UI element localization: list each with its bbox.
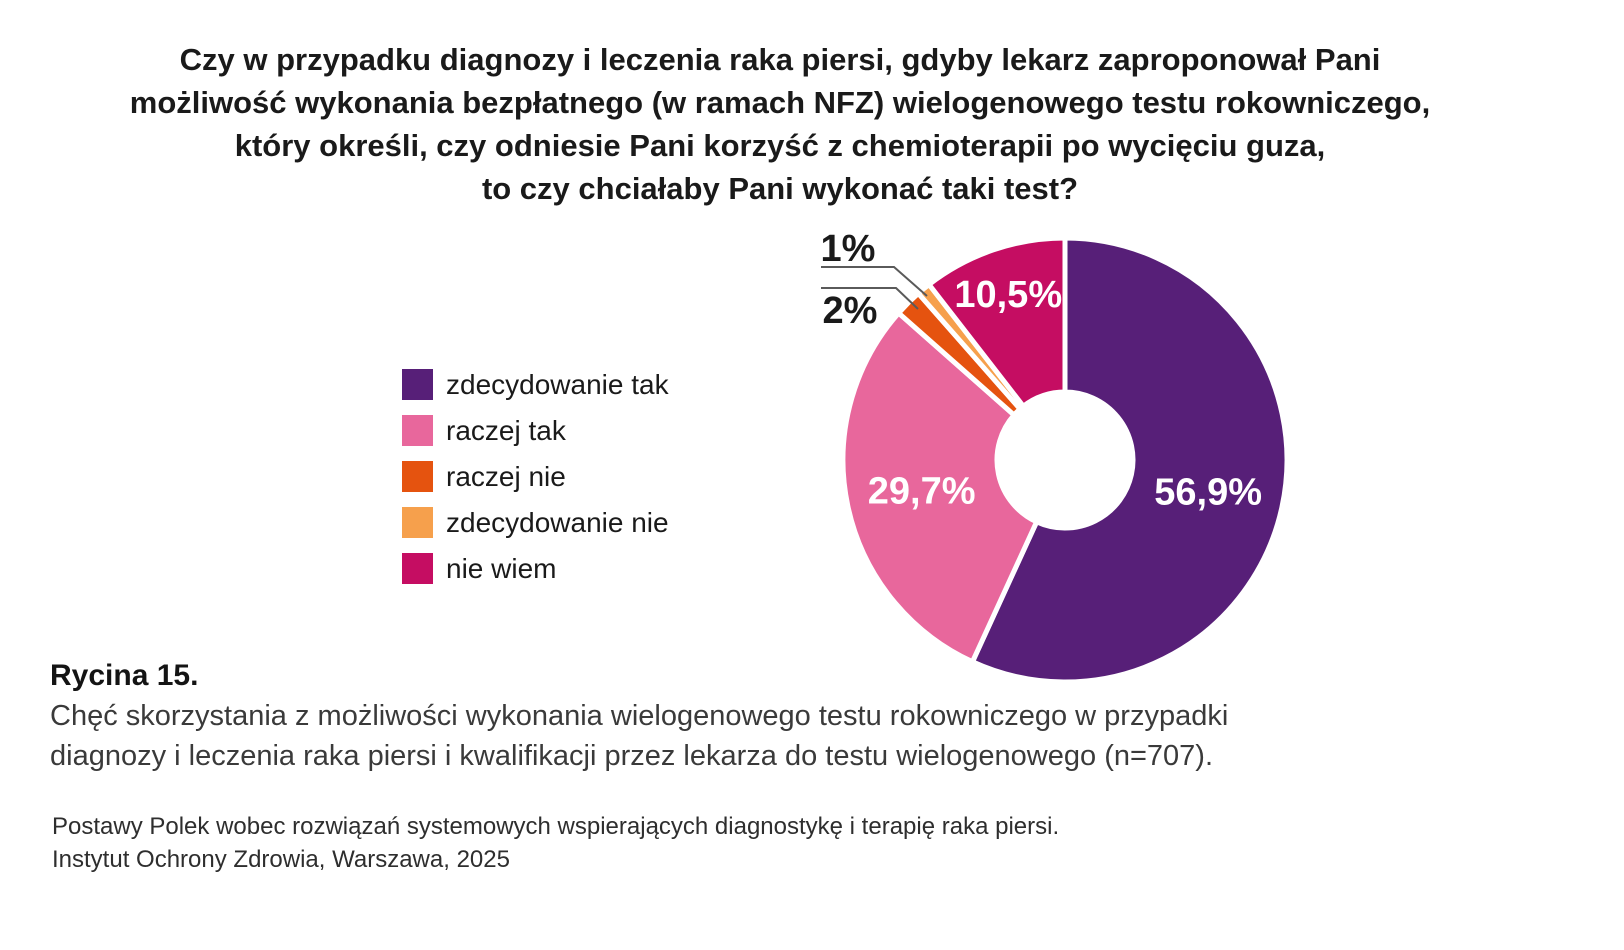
legend-swatch-raczej-nie — [402, 461, 433, 492]
donut-slice-0 — [969, 235, 1290, 685]
chart-title-line-3: który określi, czy odniesie Pani korzyść… — [234, 128, 1326, 163]
legend-label: zdecydowanie tak — [446, 369, 669, 400]
slice-value-label-0: 56,9% — [1154, 471, 1262, 513]
chart-title-line-2: możliwość wykonania bezpłatnego (w ramac… — [129, 85, 1431, 120]
leader-line-2 — [821, 287, 919, 310]
source-note: Postawy Polek wobec rozwiązań systemowyc… — [52, 810, 1059, 876]
chart-title: Czy w przypadku diagnozy i leczenia raka… — [0, 38, 1560, 210]
source-line-1: Postawy Polek wobec rozwiązań systemowyc… — [52, 813, 1060, 840]
figure-caption-line-2: diagnozy i leczenia raka piersi i kwalif… — [50, 740, 1214, 772]
slice-value-label-1: 29,7% — [868, 470, 976, 512]
source-line-2: Instytut Ochrony Zdrowia, Warszawa, 2025 — [52, 846, 510, 873]
legend-label: zdecydowanie nie — [446, 507, 669, 538]
donut-slice-4 — [926, 235, 1068, 409]
legend-label: nie wiem — [446, 553, 557, 584]
figure-caption-heading: Rycina 15. — [50, 659, 199, 692]
figure-caption-line-1: Chęć skorzystania z możliwości wykonania… — [50, 700, 1229, 732]
leader-line-3 — [821, 266, 928, 297]
legend-label: raczej nie — [446, 461, 566, 492]
legend-item-zdecydowanie-tak: zdecydowanie tak — [402, 369, 669, 400]
donut-slice-1 — [840, 310, 1040, 665]
slice-value-label-4: 10,5% — [954, 274, 1062, 316]
donut-chart: 56,9% 29,7% 2% 1% 10,5% — [821, 228, 1290, 685]
legend-item-raczej-nie: raczej nie — [402, 461, 669, 492]
chart-legend: zdecydowanie tak raczej tak raczej nie z… — [402, 369, 669, 599]
legend-label: raczej tak — [446, 415, 566, 446]
legend-item-raczej-tak: raczej tak — [402, 415, 669, 446]
legend-swatch-raczej-tak — [402, 415, 433, 446]
chart-title-line-4: to czy chciałaby Pani wykonać taki test? — [481, 171, 1079, 206]
legend-item-zdecydowanie-nie: zdecydowanie nie — [402, 507, 669, 538]
legend-item-nie-wiem: nie wiem — [402, 553, 669, 584]
slice-value-label-3: 1% — [821, 228, 876, 270]
slice-value-label-2: 2% — [823, 290, 878, 332]
legend-swatch-nie-wiem — [402, 553, 433, 584]
legend-swatch-zdecydowanie-nie — [402, 507, 433, 538]
chart-title-line-1: Czy w przypadku diagnozy i leczenia raka… — [179, 42, 1381, 77]
figure-caption: Rycina 15. Chęć skorzystania z możliwośc… — [50, 656, 1228, 776]
legend-swatch-zdecydowanie-tak — [402, 369, 433, 400]
